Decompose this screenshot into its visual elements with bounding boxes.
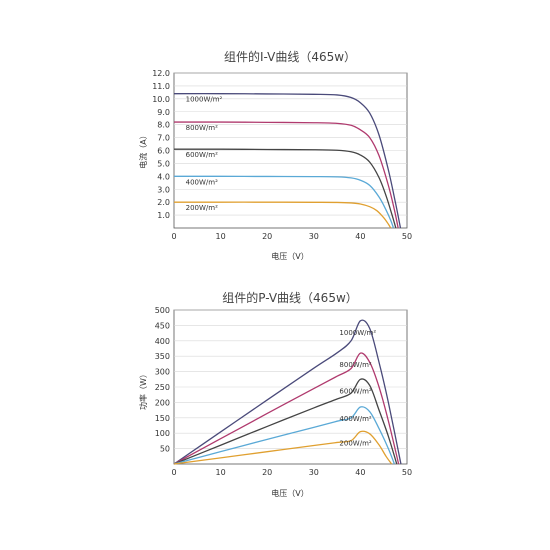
iv-y-tick-label: 3.0 bbox=[157, 185, 170, 194]
pv-y-tick-label: 200 bbox=[155, 398, 170, 407]
pv-y-tick-label: 350 bbox=[155, 352, 170, 361]
iv-x-tick-label: 30 bbox=[309, 232, 319, 241]
iv-y-tick-label: 5.0 bbox=[157, 159, 170, 168]
iv-y-tick-label: 1.0 bbox=[157, 211, 170, 220]
pv-series-label: 200W/m² bbox=[339, 440, 371, 448]
iv-series-labels: 1000W/m² 800W/m² 600W/m² 400W/m² 200W/m² bbox=[186, 96, 223, 213]
pv-series-label: 1000W/m² bbox=[339, 329, 376, 337]
pv-y-tick-label: 150 bbox=[155, 414, 170, 423]
iv-series-line bbox=[173, 121, 399, 229]
pv-series-lines bbox=[173, 319, 402, 465]
pv-chart-title: 组件的P-V曲线（465w） bbox=[222, 290, 358, 305]
pv-y-tick-label: 300 bbox=[155, 368, 170, 377]
pv-y-tick-label: 500 bbox=[155, 306, 170, 315]
pv-y-ticks: 50 100 150 200 250 300 350 400 450 500 bbox=[155, 306, 170, 454]
pv-series-line bbox=[173, 319, 402, 465]
pv-x-ticks: 0 10 20 30 40 50 bbox=[171, 468, 412, 477]
pv-x-tick-label: 30 bbox=[309, 468, 319, 477]
iv-series-label: 200W/m² bbox=[186, 204, 218, 212]
pv-series-line bbox=[173, 406, 396, 465]
iv-series-label: 400W/m² bbox=[186, 178, 218, 186]
iv-series-label: 1000W/m² bbox=[186, 96, 223, 104]
iv-y-axis-label: 电流（A） bbox=[138, 131, 148, 168]
pv-series-line bbox=[173, 352, 400, 465]
pv-y-tick-label: 250 bbox=[155, 383, 170, 392]
iv-x-tick-label: 50 bbox=[402, 232, 412, 241]
iv-y-tick-label: 12.0 bbox=[152, 69, 170, 78]
pv-x-tick-label: 40 bbox=[355, 468, 365, 477]
pv-x-axis-label: 电压（V） bbox=[271, 488, 308, 498]
iv-y-tick-label: 10.0 bbox=[152, 95, 170, 104]
iv-x-tick-label: 20 bbox=[262, 232, 272, 241]
pv-series-line bbox=[173, 378, 398, 465]
iv-series-line bbox=[173, 175, 395, 229]
pv-x-tick-label: 20 bbox=[262, 468, 272, 477]
iv-series-line bbox=[173, 148, 397, 229]
iv-series-line bbox=[173, 92, 402, 229]
pv-y-axis-label: 功率（W） bbox=[138, 370, 148, 410]
iv-y-ticks: 1.0 2.0 3.0 4.0 5.0 6.0 7.0 8.0 9.0 10.0 11.0 12.0 bbox=[152, 69, 170, 220]
pv-chart: 组件的P-V曲线（465w） 5010015020025030035040045… bbox=[138, 290, 412, 498]
pv-series-label: 600W/m² bbox=[339, 387, 371, 395]
iv-chart-title: 组件的I-V曲线（465w） bbox=[224, 49, 356, 64]
iv-x-tick-label: 0 bbox=[171, 232, 176, 241]
pv-x-tick-label: 10 bbox=[216, 468, 226, 477]
pv-y-tick-label: 450 bbox=[155, 321, 170, 330]
pv-y-tick-label: 400 bbox=[155, 337, 170, 346]
iv-x-ticks: 0 10 20 30 40 50 bbox=[171, 232, 412, 241]
iv-series-lines bbox=[173, 92, 402, 229]
iv-chart: 组件的I-V曲线（465w） 1.0 2.0 3.0 4.0 5.0 6.0 7.0 8.0 9… bbox=[138, 49, 412, 261]
pv-series-labels: 1000W/m² 800W/m² 600W/m² 400W/m² 200W/m² bbox=[339, 329, 376, 448]
iv-series-label: 600W/m² bbox=[186, 151, 218, 159]
iv-series-label: 800W/m² bbox=[186, 124, 218, 132]
iv-x-tick-label: 10 bbox=[216, 232, 226, 241]
iv-x-axis-label: 电压（V） bbox=[271, 251, 308, 261]
iv-y-tick-label: 6.0 bbox=[157, 147, 170, 156]
pv-series-label: 800W/m² bbox=[339, 361, 371, 369]
pv-y-tick-label: 100 bbox=[155, 429, 170, 438]
iv-y-tick-label: 4.0 bbox=[157, 172, 170, 181]
pv-series-line bbox=[173, 430, 393, 465]
iv-series-line bbox=[173, 201, 392, 229]
iv-y-tick-label: 11.0 bbox=[152, 82, 170, 91]
pv-x-tick-label: 0 bbox=[171, 468, 176, 477]
pv-series-label: 400W/m² bbox=[339, 415, 371, 423]
pv-y-tick-label: 50 bbox=[160, 445, 170, 454]
pv-x-tick-label: 50 bbox=[402, 468, 412, 477]
iv-y-tick-label: 9.0 bbox=[157, 108, 170, 117]
iv-y-tick-label: 2.0 bbox=[157, 198, 170, 207]
iv-y-tick-label: 8.0 bbox=[157, 121, 170, 130]
iv-x-tick-label: 40 bbox=[355, 232, 365, 241]
iv-y-tick-label: 7.0 bbox=[157, 134, 170, 143]
